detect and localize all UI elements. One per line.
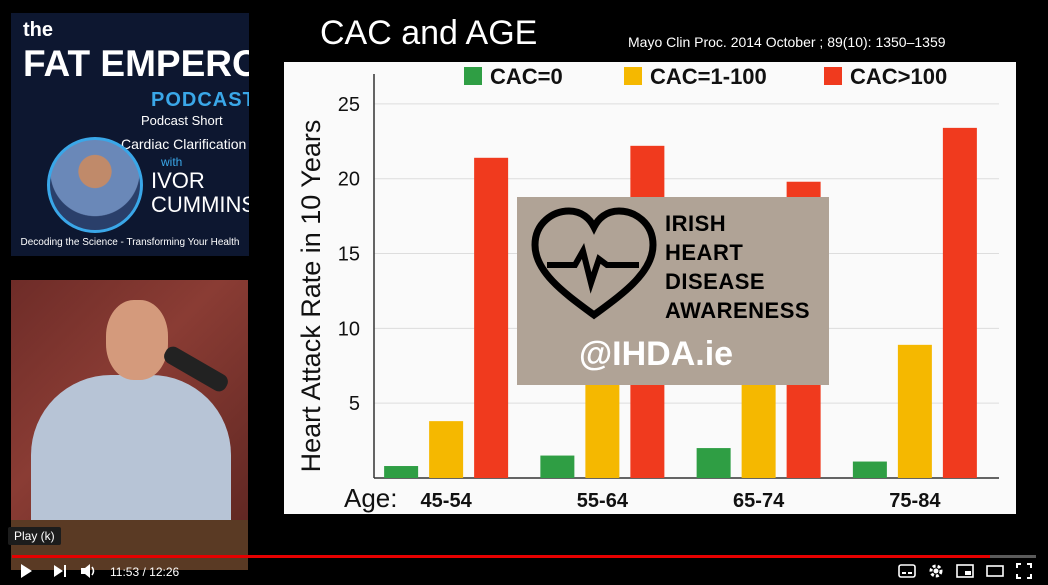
bar <box>696 448 731 478</box>
play-icon[interactable] <box>18 563 34 579</box>
legend-label: CAC=1-100 <box>650 64 767 89</box>
fullscreen-icon[interactable] <box>1016 563 1032 579</box>
bar <box>942 127 977 478</box>
bar <box>852 461 887 478</box>
legend-swatch <box>464 67 482 85</box>
podcast-artwork: the FAT EMPEROR PODCAST Podcast Short Ca… <box>11 13 249 256</box>
presenter-head <box>106 300 168 380</box>
y-tick-label: 25 <box>338 94 360 116</box>
heart-logo-icon <box>531 207 657 320</box>
x-tick-label: 65-74 <box>733 490 785 512</box>
y-tick-label: 10 <box>338 318 360 340</box>
podcast-label: PODCAST <box>151 89 249 111</box>
slide-reference: Mayo Clin Proc. 2014 October ; 89(10): 1… <box>628 34 946 50</box>
ihda-line-3: DISEASE <box>665 269 766 294</box>
webcam-video <box>11 280 248 570</box>
ihda-name: IRISH HEART DISEASE AWARENESS <box>665 209 810 325</box>
brand-fat: FAT <box>23 43 91 84</box>
legend-label: CAC=0 <box>490 64 563 89</box>
settings-gear-icon[interactable] <box>928 563 944 579</box>
bar <box>474 157 509 478</box>
podcast-the: the <box>23 19 53 41</box>
podcast-tagline: Decoding the Science - Transforming Your… <box>20 237 240 248</box>
bar <box>897 344 932 478</box>
legend-swatch <box>824 67 842 85</box>
miniplayer-icon[interactable] <box>956 563 974 579</box>
bar <box>429 421 464 478</box>
host-avatar <box>47 137 143 233</box>
podcast-short: Podcast Short <box>141 113 223 128</box>
next-icon[interactable] <box>52 563 68 579</box>
progress-played <box>12 555 990 558</box>
y-tick-label: 5 <box>349 393 360 415</box>
volume-icon[interactable] <box>80 563 98 579</box>
podcast-clarification: Cardiac Clarification <box>121 136 247 152</box>
legend-swatch <box>624 67 642 85</box>
ihda-overlay: IRISH HEART DISEASE AWARENESS @IHDA.ie <box>517 197 829 385</box>
podcast-with: with <box>161 155 183 169</box>
ihda-line-4: AWARENESS <box>665 298 811 323</box>
host-last: CUMMINS <box>151 192 249 217</box>
x-axis-label: Age: <box>344 483 398 513</box>
bar <box>585 373 620 478</box>
ihda-line-1: IRISH <box>665 211 727 236</box>
bar <box>540 455 575 478</box>
y-tick-label: 20 <box>338 169 360 191</box>
podcast-host: IVOR CUMMINS <box>151 169 249 217</box>
bar <box>384 466 419 478</box>
x-tick-label: 75-84 <box>889 490 941 512</box>
y-axis-label: Heart Attack Rate in 10 Years <box>296 120 326 473</box>
slide-title: CAC and AGE <box>320 14 538 52</box>
time-display: 11:53 / 12:26 <box>110 565 180 579</box>
ihda-handle: @IHDA.ie <box>579 335 734 373</box>
podcast-brand: FAT EMPEROR <box>23 43 249 85</box>
x-tick-label: 45-54 <box>421 490 473 512</box>
theater-mode-icon[interactable] <box>986 563 1004 579</box>
y-tick-label: 15 <box>338 244 360 266</box>
bar-chart: 5 10 15 20 25 Heart Attack Rate in 10 Years Ag… <box>296 64 999 513</box>
ihda-line-2: HEART <box>665 240 744 265</box>
subtitles-icon[interactable] <box>898 563 916 579</box>
host-first: IVOR <box>151 168 205 193</box>
play-tooltip: Play (k) <box>8 527 61 545</box>
brand-emperor: EMPEROR <box>100 43 249 84</box>
x-tick-label: 55-64 <box>577 490 629 512</box>
bar <box>741 373 776 478</box>
legend-label: CAC>100 <box>850 64 947 89</box>
